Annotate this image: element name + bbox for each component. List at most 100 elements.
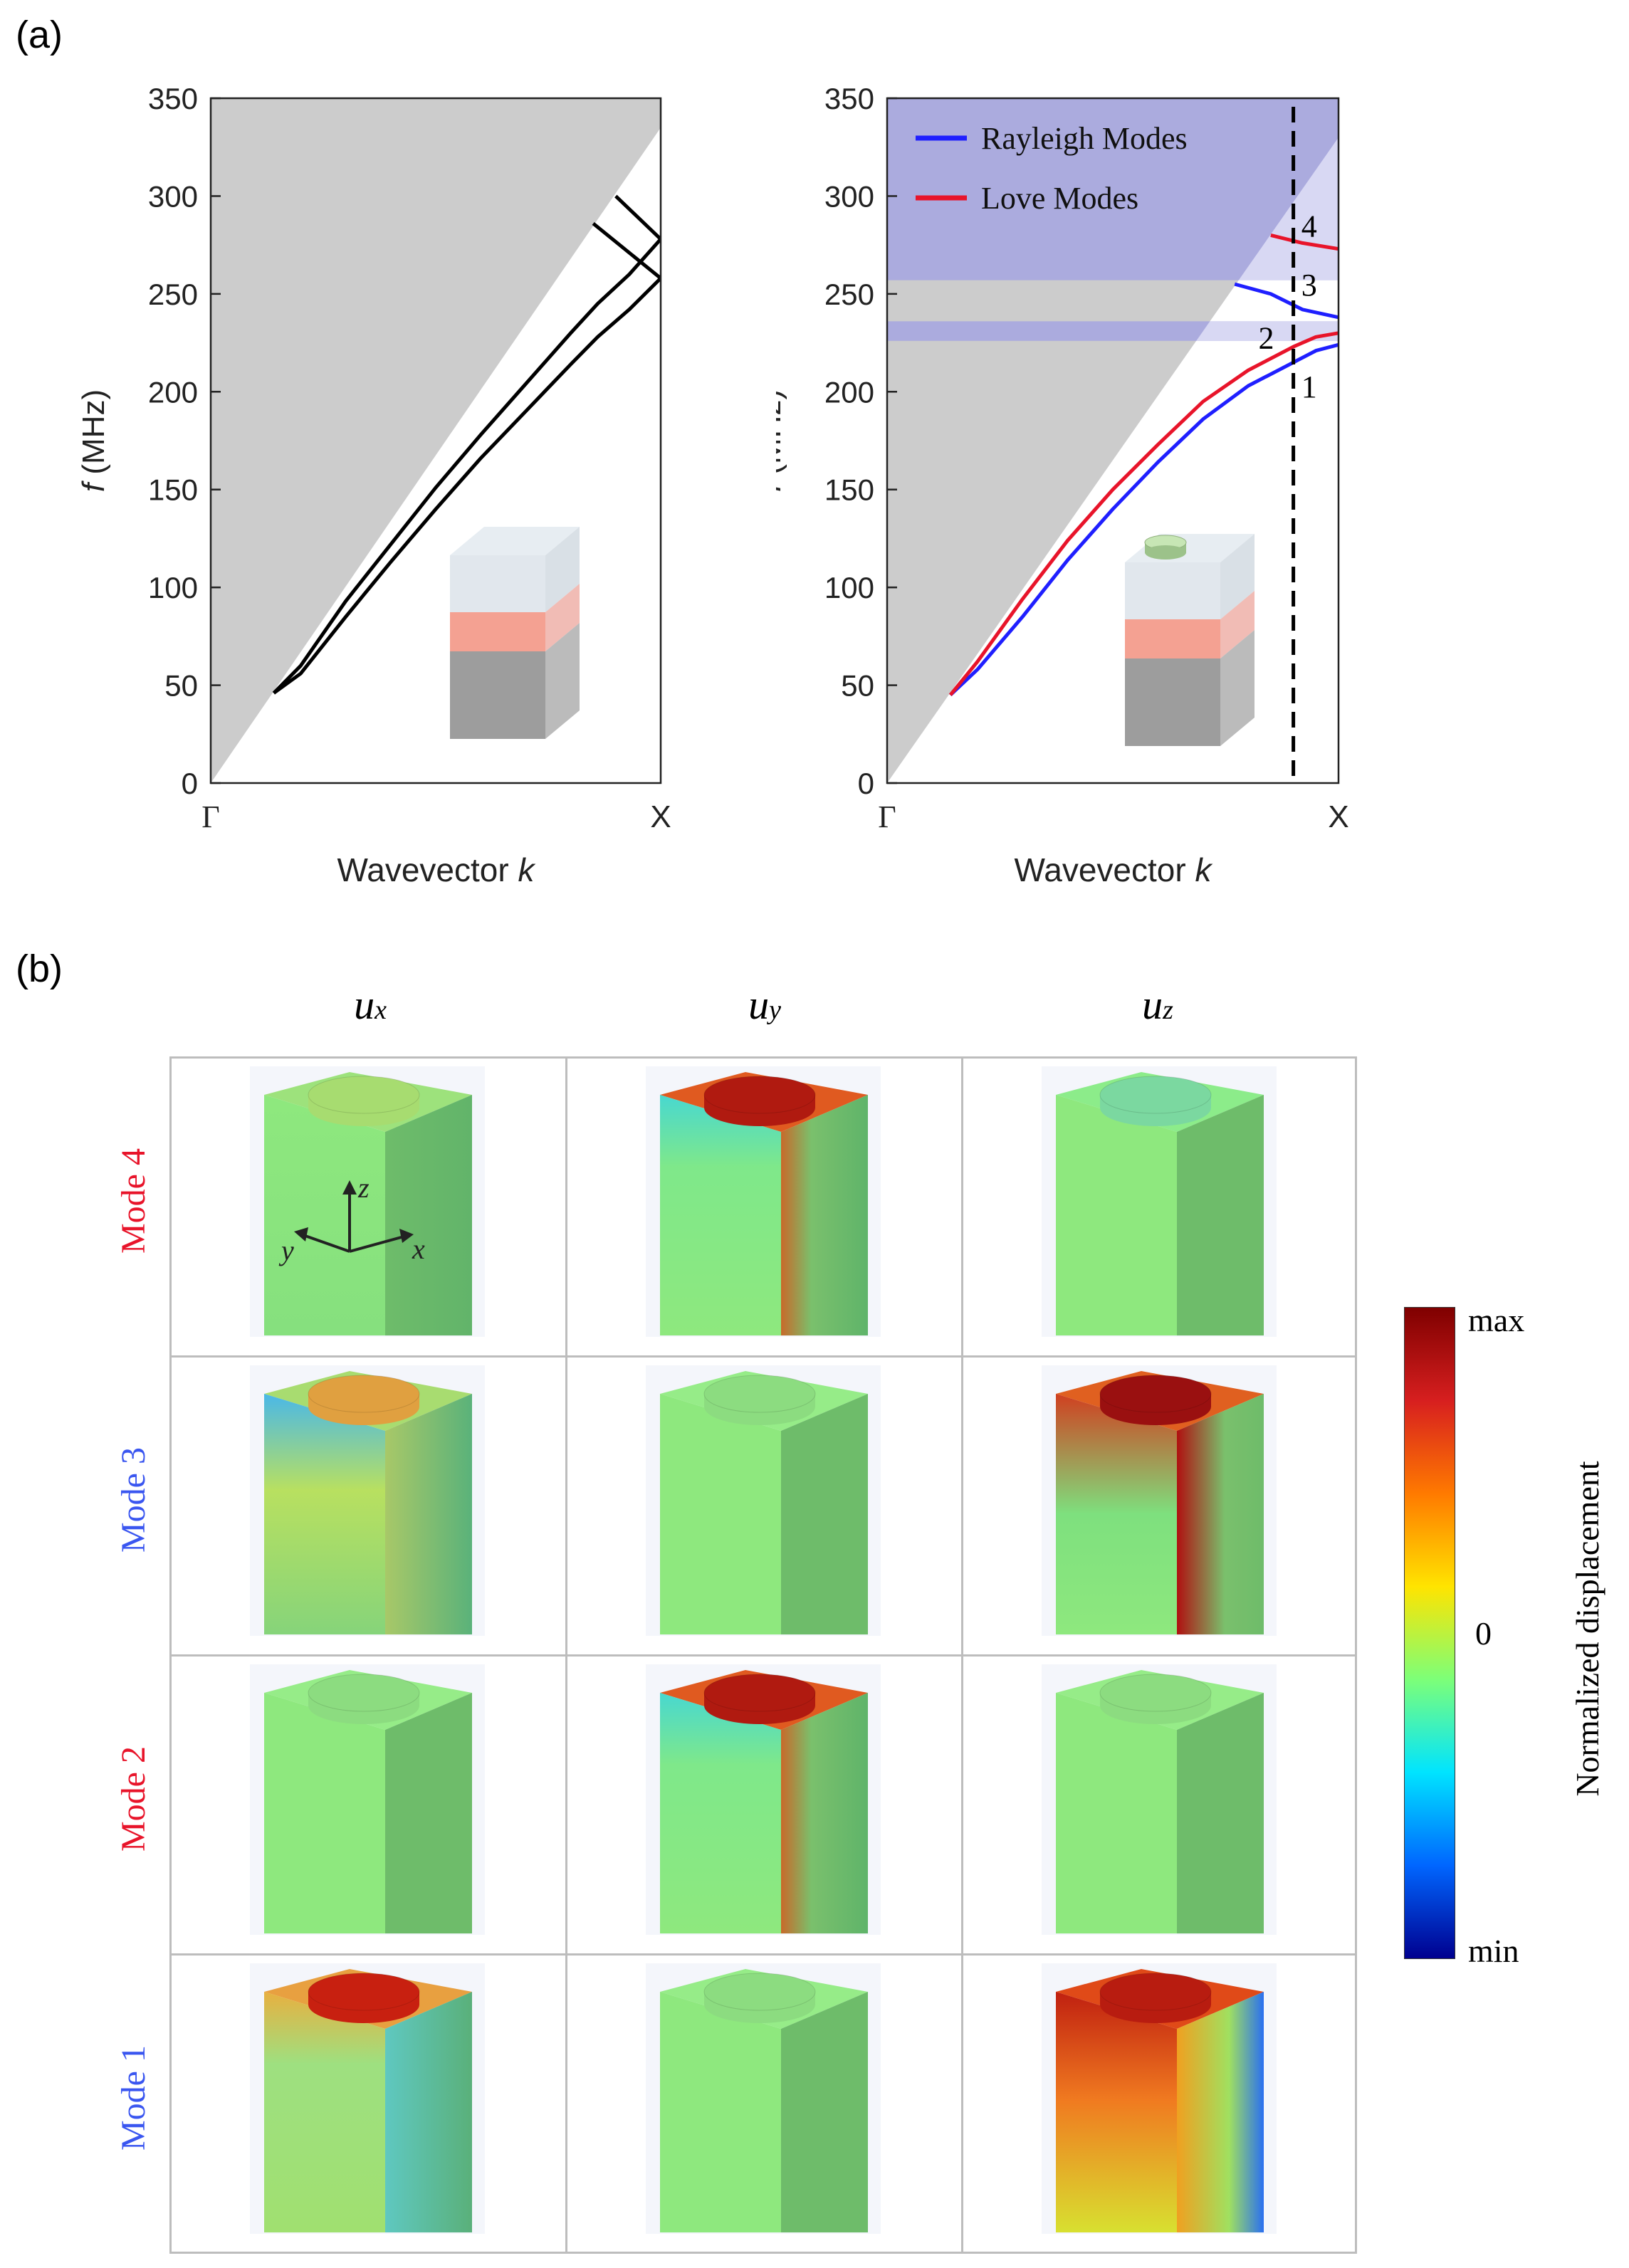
mode-shape-hot-top — [646, 1066, 881, 1337]
y-axis-label: f (MHz) — [776, 389, 787, 492]
block-front-face — [660, 1992, 781, 2232]
mode-label-2: 2 — [1259, 320, 1274, 355]
x-tick-label-gamma: Γ — [878, 799, 896, 834]
x-axis-label: x — [412, 1233, 425, 1265]
column-subscript: z — [1163, 995, 1173, 1025]
x-tick-label-x: X — [1328, 799, 1348, 834]
x-axis-label: Wavevector k — [1015, 851, 1213, 888]
sound-cone — [211, 98, 661, 783]
pillar-disk-top — [703, 1973, 816, 2011]
y-tick-label-300: 300 — [824, 179, 874, 213]
block-side-face — [1177, 1992, 1264, 2232]
mode-cell — [646, 1664, 881, 1935]
column-header-ux: ux — [328, 981, 413, 1029]
legend-label-1: Love Modes — [981, 181, 1138, 216]
disk-bottom — [1145, 545, 1186, 560]
mode-label-3: 3 — [1301, 268, 1317, 303]
mode-cell — [646, 1365, 881, 1636]
mode-cell — [1042, 1664, 1277, 1935]
y-tick-label-50: 50 — [841, 669, 874, 703]
y-tick-label-50: 50 — [164, 669, 198, 703]
column-symbol: u — [354, 982, 375, 1028]
colorbar-mid-label: 0 — [1475, 1615, 1492, 1652]
x-arrow — [399, 1229, 414, 1243]
block-side-face — [385, 1693, 472, 1933]
block-front-face — [660, 1394, 781, 1634]
red-layer-front — [1125, 619, 1220, 658]
colorbar-title: Normalized displacement — [1569, 1461, 1606, 1797]
top-layer-top — [450, 527, 580, 555]
mode-shape-neutral — [646, 1365, 881, 1636]
mode-shape-grid: Mode 4 z x y Mode 3 Mode 2 Mode 1 — [115, 1056, 1358, 2255]
mode-label-1: 1 — [1301, 369, 1317, 404]
plot-frame — [209, 97, 662, 784]
block-side-face — [781, 1095, 868, 1335]
mode-shape-cool — [1042, 1066, 1277, 1337]
mode-c — [592, 221, 661, 280]
block-side-face — [1177, 1693, 1264, 1933]
y-tick-label-100: 100 — [148, 571, 198, 604]
mode-cell — [646, 1066, 881, 1337]
pillar-disk-top — [1099, 1375, 1212, 1413]
block-front-face — [1056, 1394, 1177, 1634]
mode-shape-hot-side — [1042, 1963, 1277, 2234]
mode-shape-hot-deep — [1042, 1365, 1277, 1636]
x-tick-label-x: X — [650, 799, 671, 834]
mode-shape-mixed: z x y — [250, 1066, 485, 1337]
panel-b-label: (b) — [16, 947, 63, 990]
y-tick-label-300: 300 — [148, 179, 198, 213]
coordinate-axes: z x y — [278, 1172, 425, 1266]
pillar-disk-top — [703, 1674, 816, 1712]
pillar-disk-top — [308, 1973, 420, 2011]
mode-4-love — [1270, 233, 1339, 251]
block-side-face — [1177, 1095, 1264, 1335]
substrate-side — [545, 623, 580, 739]
mode-cell: z x y — [250, 1066, 485, 1337]
mode-b — [273, 277, 661, 695]
column-subscript: y — [769, 995, 781, 1025]
pillar-disk-top — [703, 1375, 816, 1413]
mode-cell — [1042, 1963, 1277, 2234]
mode-shape-neutral — [1042, 1664, 1277, 1935]
block-front-face — [1056, 1992, 1177, 2232]
x-axis — [349, 1234, 407, 1253]
substrate-front — [450, 651, 545, 739]
substrate-side — [1220, 630, 1255, 746]
block-front-face — [660, 1693, 781, 1933]
pillar-disk-top — [308, 1674, 420, 1712]
mode-shape-neutral — [646, 1963, 881, 2234]
mode-d — [614, 194, 661, 241]
pillar-disk-top — [1099, 1674, 1212, 1712]
top-layer-front — [1125, 562, 1220, 619]
colorbar-min-label: min — [1468, 1933, 1519, 1969]
y-tick-label-200: 200 — [148, 375, 198, 409]
y-tick-label-150: 150 — [824, 473, 874, 507]
y-tick-label-250: 250 — [824, 278, 874, 311]
pillar-disk-top — [703, 1076, 816, 1114]
y-tick-label-0: 0 — [858, 767, 874, 800]
pillar-disk-top — [1099, 1076, 1212, 1114]
plot-area — [887, 98, 1339, 783]
y-axis — [300, 1233, 350, 1253]
block-side-face — [1177, 1394, 1264, 1634]
left-band-diagram: 0 50 100 150 200 250 300 350 Γ X Wavevector k f (MH… — [76, 82, 671, 888]
block-side-face — [385, 1992, 472, 2232]
mode-cell — [1042, 1066, 1277, 1337]
mode-cell — [250, 1963, 485, 2234]
column-subscript: x — [374, 995, 387, 1025]
block-front-face — [1056, 1693, 1177, 1933]
column-header-uz: uz — [1115, 981, 1200, 1029]
block-side-face — [385, 1095, 472, 1335]
block-front-face — [264, 1095, 385, 1335]
colorbar — [1404, 1307, 1455, 1959]
x-axis-label: Wavevector k — [337, 851, 536, 888]
block-front-face — [264, 1992, 385, 2232]
mode-cell — [250, 1664, 485, 1935]
y-arrow — [294, 1227, 308, 1241]
block-side-face — [781, 1992, 868, 2232]
y-tick-label-0: 0 — [182, 767, 198, 800]
pillar-disk-top — [308, 1375, 420, 1413]
panel-a-label: (a) — [16, 14, 63, 56]
column-symbol: u — [748, 982, 770, 1028]
block-side-face — [385, 1394, 472, 1634]
